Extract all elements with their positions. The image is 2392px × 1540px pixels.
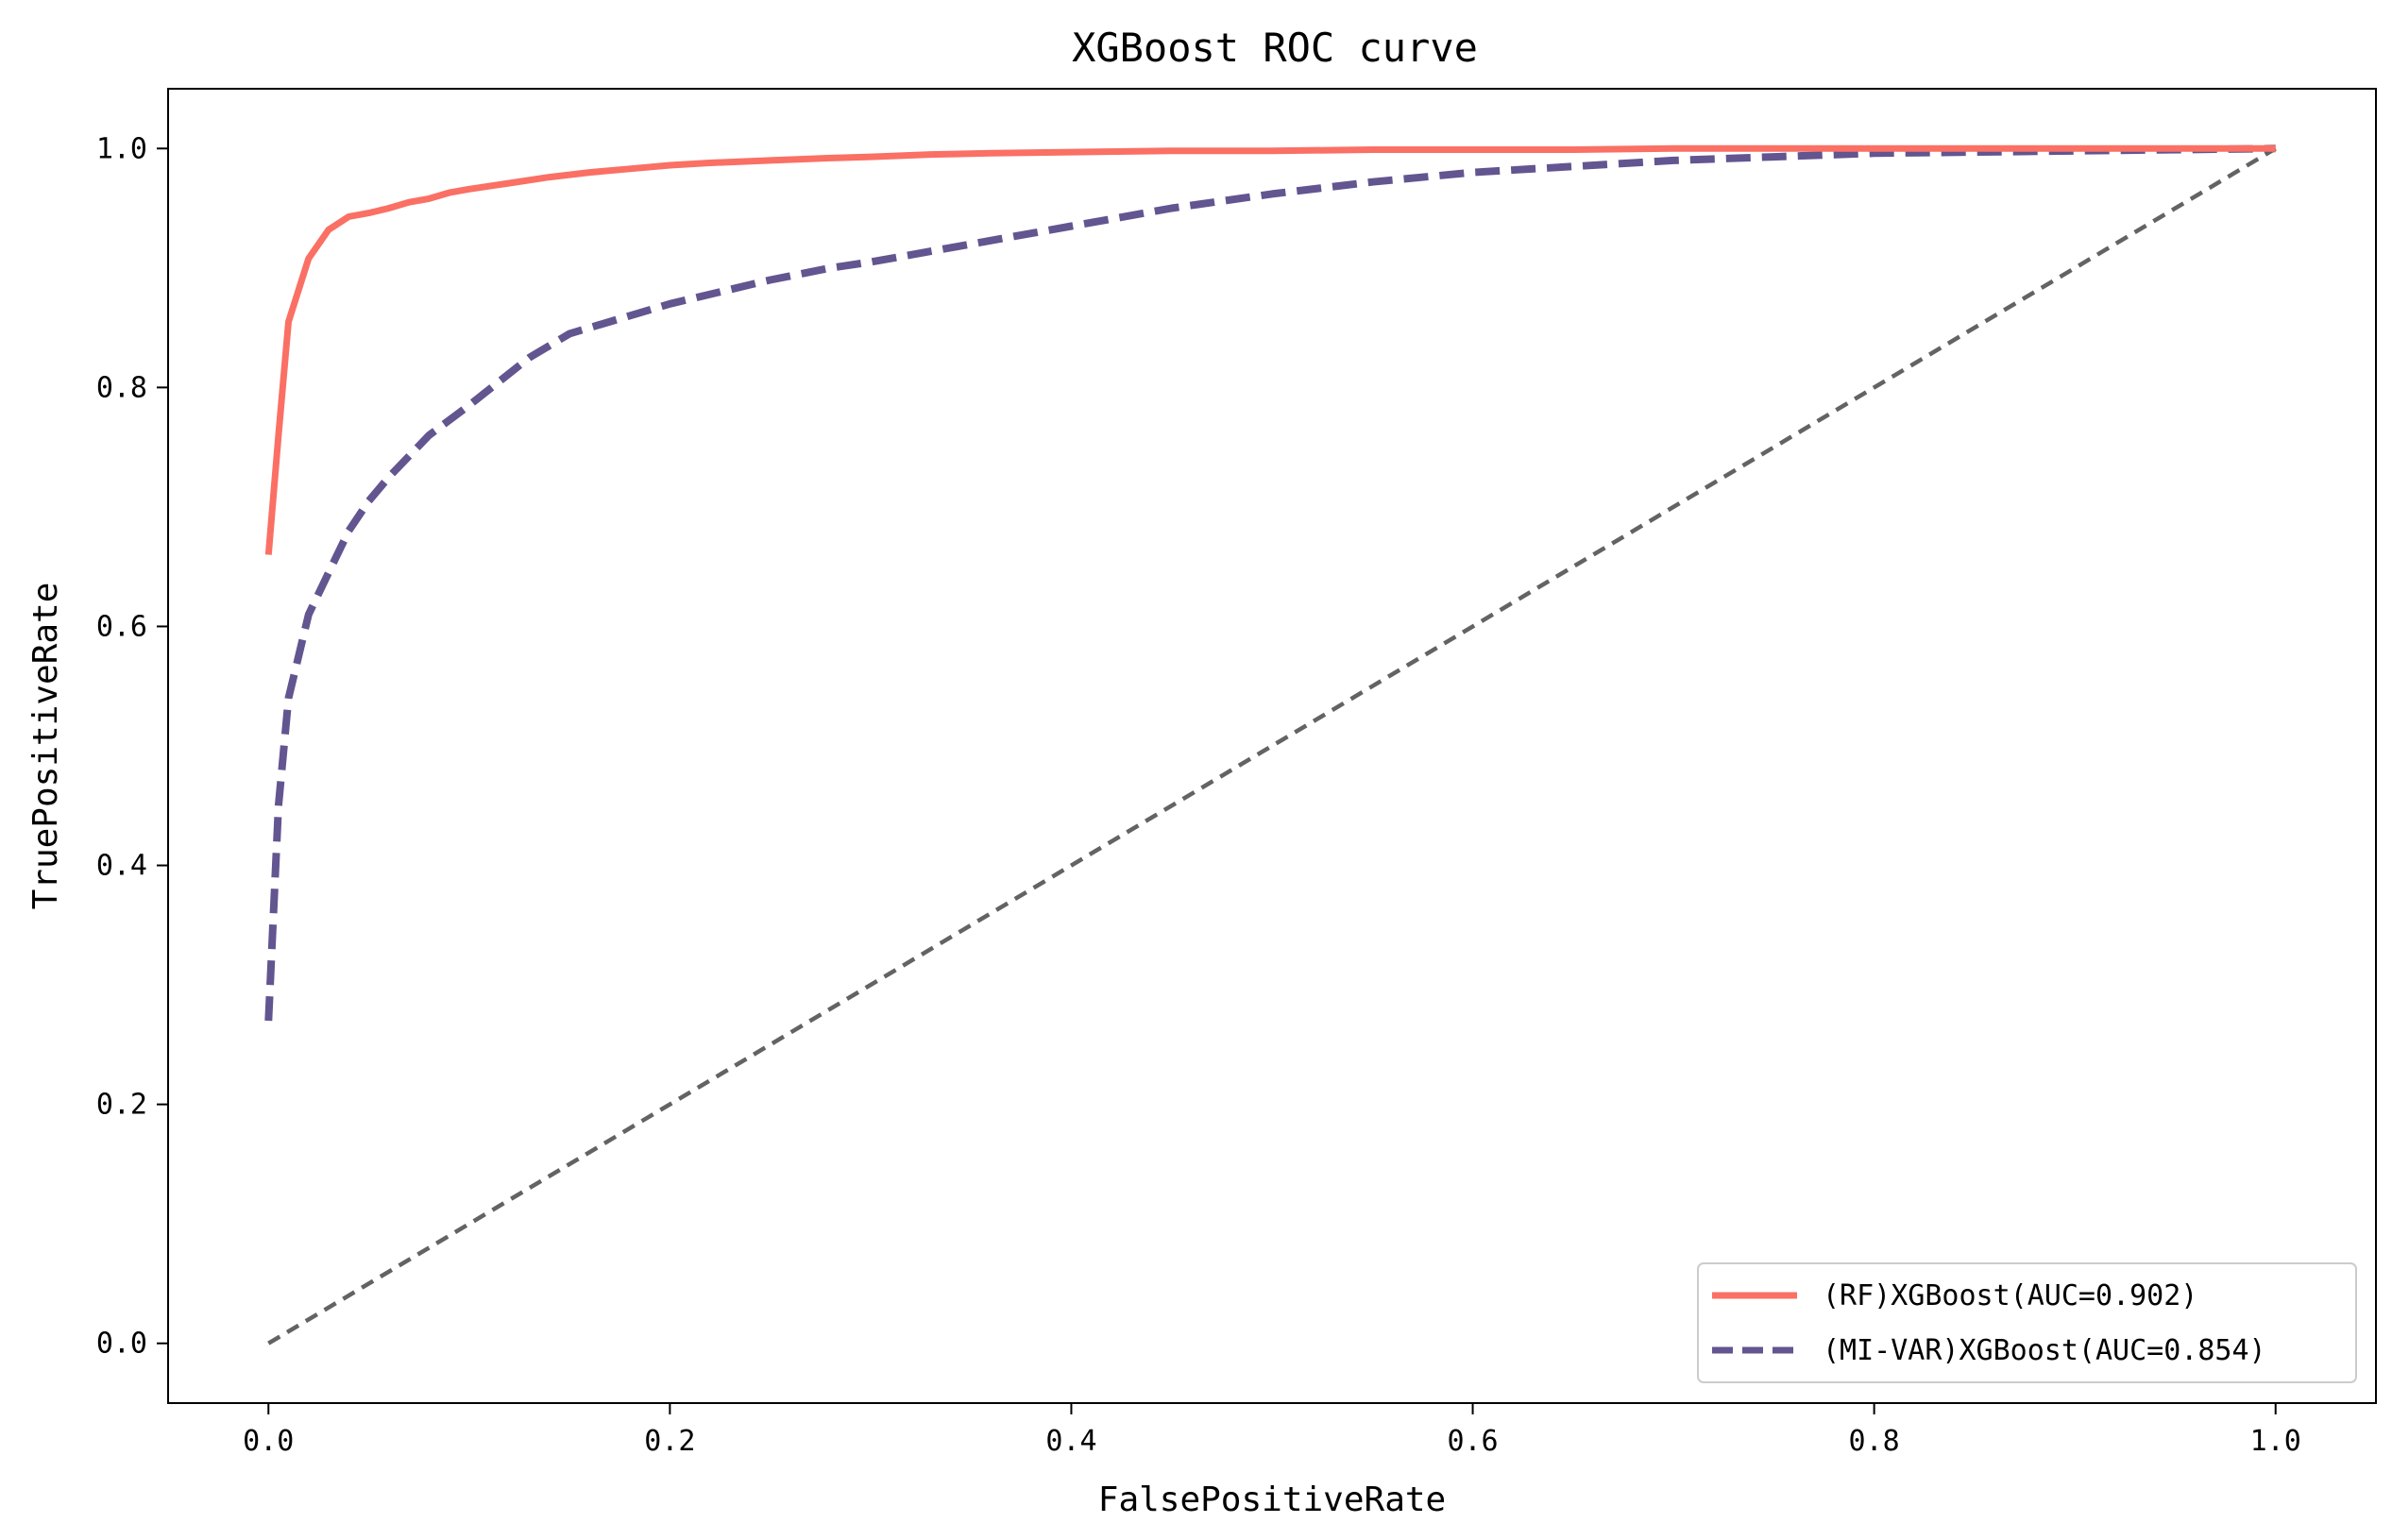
y-tick-label: 0.2 xyxy=(96,1089,147,1122)
chart-title: XGBoost ROC curve xyxy=(1072,25,1478,71)
legend-label-rf: (RF)XGBoost(AUC=0.902) xyxy=(1823,1279,2197,1312)
y-axis-label: TruePositiveRate xyxy=(26,583,65,910)
y-tick-label: 1.0 xyxy=(96,132,147,165)
x-tick-label: 1.0 xyxy=(2250,1425,2301,1458)
legend: (RF)XGBoost(AUC=0.902) (MI-VAR)XGBoost(A… xyxy=(1697,1262,2357,1383)
x-tick-label: 0.8 xyxy=(1849,1425,1900,1458)
roc-line-rf xyxy=(264,144,2276,555)
legend-label-mivar: (MI-VAR)XGBoost(AUC=0.854) xyxy=(1823,1334,2266,1367)
legend-box xyxy=(1697,1262,2357,1383)
y-tick-label: 0.8 xyxy=(96,371,147,404)
x-tick-label: 0.4 xyxy=(1045,1425,1096,1458)
x-tick-label: 0.6 xyxy=(1447,1425,1498,1458)
y-tick-label: 0.4 xyxy=(96,850,147,883)
x-axis: 0.0 0.2 0.4 0.6 0.8 1.0 xyxy=(243,1403,2301,1458)
x-tick-label: 0.2 xyxy=(644,1425,695,1458)
chance-line xyxy=(267,146,2277,1345)
x-tick-label: 0.0 xyxy=(243,1425,294,1458)
y-axis: 0.0 0.2 0.4 0.6 0.8 1.0 xyxy=(96,132,168,1361)
y-tick-label: 0.0 xyxy=(96,1328,147,1361)
roc-line-mivar xyxy=(264,144,2276,1022)
y-tick-label: 0.6 xyxy=(96,610,147,643)
axes-frame xyxy=(167,88,2377,1404)
plot-area xyxy=(264,144,2277,1345)
x-axis-label: FalsePositiveRate xyxy=(1098,1481,1446,1519)
